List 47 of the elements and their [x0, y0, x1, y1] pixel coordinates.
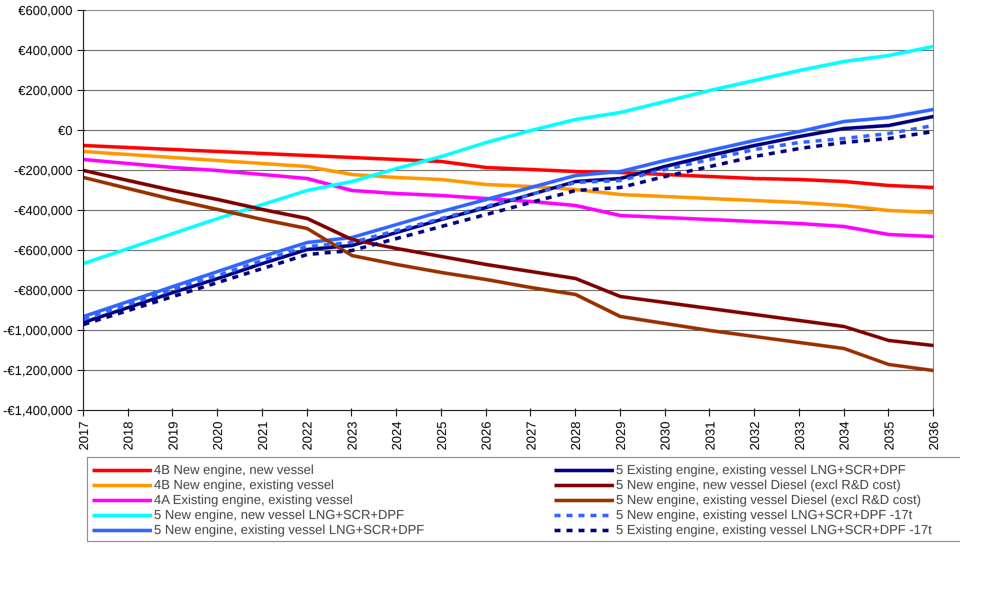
x-tick-label: 2036: [926, 422, 941, 450]
y-tick-label: -€400,000: [14, 203, 73, 218]
y-tick-label: €0: [58, 123, 73, 138]
y-tick-label: -€600,000: [14, 243, 73, 258]
x-tick-label: 2024: [389, 422, 404, 450]
legend-label: 5 Existing engine, existing vessel LNG+SCR+DPF: [616, 462, 907, 477]
y-tick-label: -€1,200,000: [3, 363, 73, 378]
x-tick-label: 2030: [658, 422, 673, 450]
x-tick-label: 2019: [165, 422, 180, 450]
x-tick-label: 2025: [434, 422, 449, 450]
line-series: [84, 44, 934, 266]
x-tick-label: 2026: [478, 422, 494, 450]
x-tick-label: 2018: [120, 422, 136, 450]
legend-label: 5 New engine, new vessel Diesel (excl R&D cost): [616, 477, 902, 492]
y-tick-label: €600,000: [18, 3, 73, 18]
x-tick-label: 2035: [881, 422, 896, 450]
x-tick-label: 2028: [568, 422, 584, 450]
x-tick-label: 2029: [612, 422, 628, 450]
x-tick-label: 2017: [76, 422, 91, 450]
legend-label: 4B New engine, new vessel: [154, 462, 315, 477]
legend-label: 5 Existing engine, existing vessel LNG+SCR+DPF -17t: [616, 522, 933, 537]
x-tick-label: 2031: [702, 422, 718, 450]
x-tick-label: 2027: [523, 422, 538, 450]
legend-label: 5 New engine, existing vessel LNG+SCR+DPF -17t: [616, 507, 914, 522]
x-tick-label: 2021: [254, 422, 270, 450]
legend-label: 4A Existing engine, existing vessel: [154, 492, 354, 507]
legend-label: 5 New engine, existing vessel LNG+SCR+DPF: [154, 522, 426, 537]
x-tick-label: 2020: [210, 422, 226, 450]
line-series: [84, 150, 934, 214]
y-tick-label: -€800,000: [14, 283, 73, 298]
x-tick-label: 2022: [300, 422, 315, 450]
legend-label: 5 New engine, existing vessel Diesel (excl R&D cost): [616, 492, 922, 507]
line-series: [84, 158, 934, 238]
legend-label: 5 New engine, new vessel LNG+SCR+DPF: [154, 507, 406, 522]
x-tick-label: 2033: [792, 422, 807, 450]
y-tick-label: -€200,000: [14, 163, 73, 178]
line-series: [84, 176, 934, 372]
line-series: [84, 144, 934, 190]
x-tick-label: 2032: [747, 422, 762, 450]
y-tick-label: -€1,400,000: [3, 403, 73, 418]
x-tick-label: 2023: [344, 422, 360, 450]
legend-label: 4B New engine, existing vessel: [154, 477, 335, 492]
y-tick-label: -€1,000,000: [3, 323, 73, 338]
y-tick-label: €400,000: [18, 43, 73, 58]
y-tick-label: €200,000: [18, 83, 73, 98]
line-series: [84, 168, 934, 348]
x-tick-label: 2034: [836, 422, 852, 450]
